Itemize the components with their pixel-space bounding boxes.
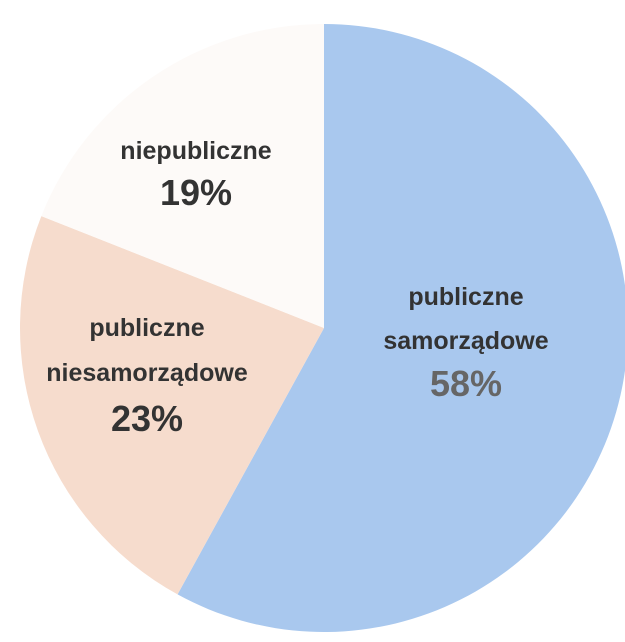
slice-label-niesamorzadowe: publiczne niesamorządowe 23%	[46, 314, 248, 439]
slice-label-niepubliczne-line-1: niepubliczne	[120, 137, 272, 165]
slice-label-samorzadowe-line-1: publiczne	[408, 283, 523, 311]
slice-value-niesamorzadowe: 23%	[111, 398, 183, 439]
slice-value-samorzadowe: 58%	[430, 363, 502, 404]
slice-label-niesamorzadowe-line-2: niesamorządowe	[46, 359, 248, 387]
pie-slice-niesamorzadowe	[20, 216, 324, 595]
pie-slice-samorzadowe	[177, 24, 625, 632]
slice-value-niepubliczne: 19%	[160, 172, 232, 213]
slice-label-samorzadowe: publiczne samorządowe 58%	[383, 283, 548, 404]
slice-label-niepubliczne: niepubliczne 19%	[120, 137, 272, 213]
slice-label-niesamorzadowe-line-1: publiczne	[89, 314, 204, 342]
slice-label-samorzadowe-line-2: samorządowe	[383, 327, 548, 355]
pie-slices	[20, 24, 625, 632]
pie-slice-niepubliczne	[41, 24, 324, 328]
